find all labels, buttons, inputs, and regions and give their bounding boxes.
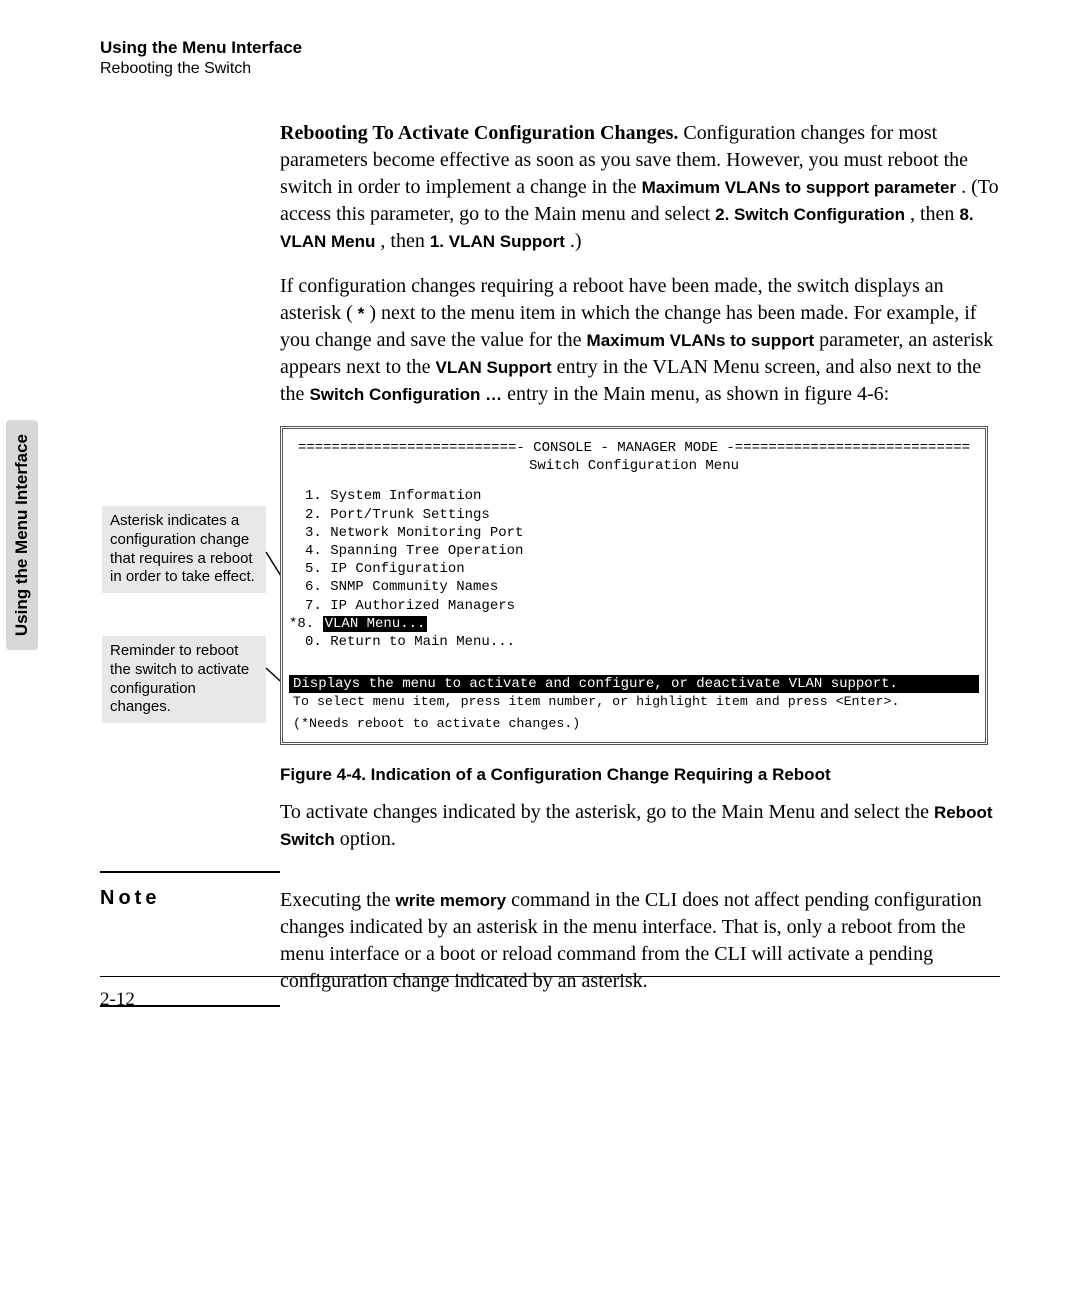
note-t1: Executing the — [280, 889, 396, 911]
p2-b4: Switch Configuration … — [309, 385, 502, 404]
footer-rule — [100, 976, 1000, 977]
note-body: Executing the write memory command in th… — [280, 887, 1000, 995]
menu-item-4: 4. Spanning Tree Operation — [305, 543, 523, 559]
menu-item-3: 3. Network Monitoring Port — [305, 525, 523, 541]
console-screenshot: ==========================- CONSOLE - MA… — [280, 426, 988, 745]
p3-t2: option. — [340, 828, 396, 850]
menu-item-7: 7. IP Authorized Managers — [305, 598, 515, 614]
paragraph-1-runin: Rebooting To Activate Configuration Chan… — [280, 122, 678, 144]
menu-item-1: 1. System Information — [305, 488, 481, 504]
menu-item-0: 0. Return to Main Menu... — [305, 634, 515, 650]
callout-reminder: Reminder to reboot the switch to activat… — [102, 636, 266, 723]
p1-t3: , then — [910, 203, 959, 225]
console-head-1: ==========================- CONSOLE - MA… — [289, 439, 979, 457]
page-header: Using the Menu Interface Rebooting the S… — [100, 38, 1000, 78]
p1-b4: 1. VLAN Support — [430, 232, 565, 251]
console-menu: 1. System Information 2. Port/Trunk Sett… — [289, 487, 979, 651]
note-rule-top — [100, 871, 280, 873]
menu-item-6: 6. SNMP Community Names — [305, 579, 498, 595]
menu-item-5: 5. IP Configuration — [305, 561, 465, 577]
paragraph-2: If configuration changes requiring a reb… — [280, 273, 1000, 408]
callout-asterisk: Asterisk indicates a configuration chang… — [102, 506, 266, 593]
menu-item-8-prefix: *8. — [289, 616, 323, 632]
p2-t5: entry in the Main menu, as shown in figu… — [507, 383, 889, 405]
p3-t1: To activate changes indicated by the ast… — [280, 801, 934, 823]
p1-b1: Maximum VLANs to support parameter — [642, 178, 957, 197]
side-tab: Using the Menu Interface — [6, 420, 38, 650]
p2-b3: VLAN Support — [436, 358, 552, 377]
header-title: Using the Menu Interface — [100, 38, 1000, 58]
note-b1: write memory — [396, 891, 507, 910]
p1-b2: 2. Switch Configuration — [715, 205, 905, 224]
page-number: 2-12 — [100, 989, 135, 1011]
p2-b2: Maximum VLANs to support — [587, 331, 815, 350]
p1-t5: .) — [570, 230, 582, 252]
console-status-bar: Displays the menu to activate and config… — [289, 675, 979, 693]
menu-item-2: 2. Port/Trunk Settings — [305, 507, 490, 523]
note-label: Note — [100, 887, 260, 910]
p1-t4: , then — [380, 230, 429, 252]
figure-caption: Figure 4-4. Indication of a Configuratio… — [280, 765, 1000, 785]
console-help-2: (*Needs reboot to activate changes.) — [289, 715, 979, 736]
header-subtitle: Rebooting the Switch — [100, 60, 1000, 78]
menu-item-8-highlight: VLAN Menu... — [323, 616, 428, 632]
p2-b1: * — [358, 304, 365, 323]
paragraph-3: To activate changes indicated by the ast… — [280, 799, 1000, 853]
paragraph-1: Rebooting To Activate Configuration Chan… — [280, 120, 1000, 255]
console-help-1: To select menu item, press item number, … — [289, 693, 979, 714]
figure-area: Asterisk indicates a configuration chang… — [280, 426, 1000, 745]
console-head-2: Switch Configuration Menu — [289, 457, 979, 475]
